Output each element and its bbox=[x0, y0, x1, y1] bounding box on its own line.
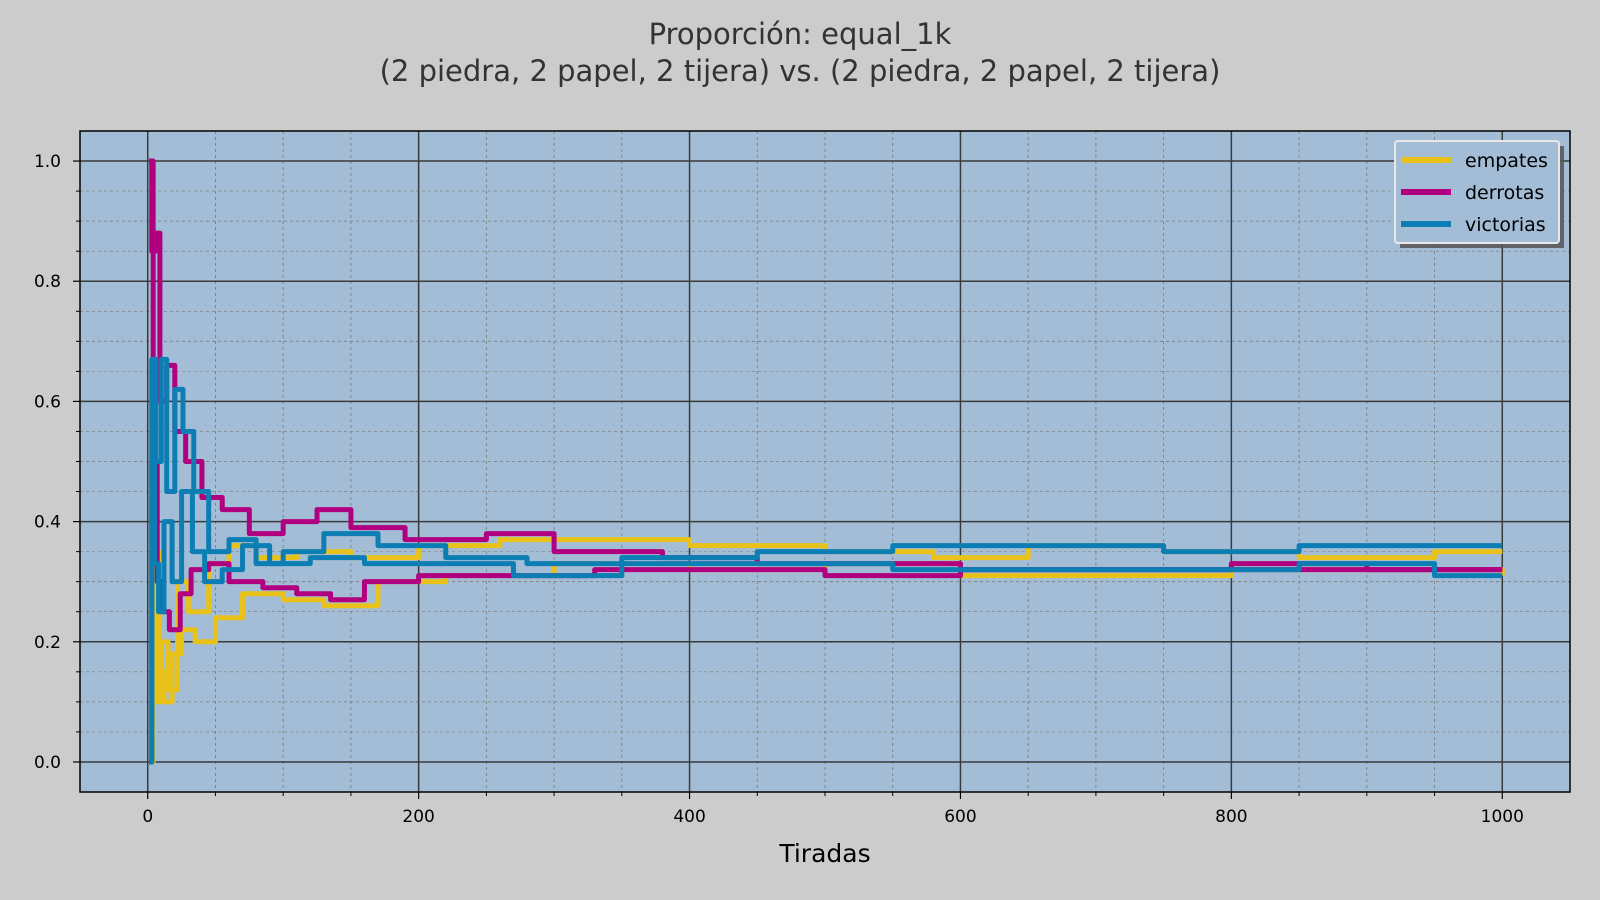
x-axis-label: Tiradas bbox=[778, 839, 870, 868]
major-grid bbox=[80, 131, 1570, 792]
chart-title-line2: (2 piedra, 2 papel, 2 tijera) vs. (2 pie… bbox=[380, 54, 1221, 88]
series-line-victorias bbox=[149, 459, 1503, 765]
y-axis-ticks: 0.0 0.2 0.4 0.6 0.8 1.0 bbox=[34, 152, 80, 773]
y-tick-label: 0.0 bbox=[34, 753, 61, 773]
legend-box bbox=[1394, 140, 1560, 244]
legend: empates derrotas victorias bbox=[1394, 140, 1564, 248]
legend-label-derrotas: derrotas bbox=[1465, 182, 1544, 204]
legend-label-empates: empates bbox=[1465, 150, 1548, 172]
series-line-victorias bbox=[149, 356, 1503, 765]
y-tick-label: 0.6 bbox=[34, 392, 61, 412]
series-layer bbox=[149, 158, 1505, 765]
chart-title-line1: Proporción: equal_1k bbox=[649, 17, 952, 51]
x-tick-label: 400 bbox=[673, 807, 705, 827]
x-tick-label: 1000 bbox=[1481, 807, 1524, 827]
y-tick-label: 1.0 bbox=[34, 152, 61, 172]
y-tick-label: 0.8 bbox=[34, 272, 61, 292]
y-tick-label: 0.2 bbox=[34, 633, 61, 653]
x-tick-label: 0 bbox=[142, 807, 153, 827]
x-tick-label: 200 bbox=[402, 807, 434, 827]
y-tick-label: 0.4 bbox=[34, 513, 61, 533]
x-tick-label: 800 bbox=[1215, 807, 1247, 827]
x-tick-label: 600 bbox=[944, 807, 976, 827]
legend-label-victorias: victorias bbox=[1465, 214, 1546, 236]
x-axis-ticks: 0 200 400 600 800 1000 bbox=[142, 792, 1524, 827]
